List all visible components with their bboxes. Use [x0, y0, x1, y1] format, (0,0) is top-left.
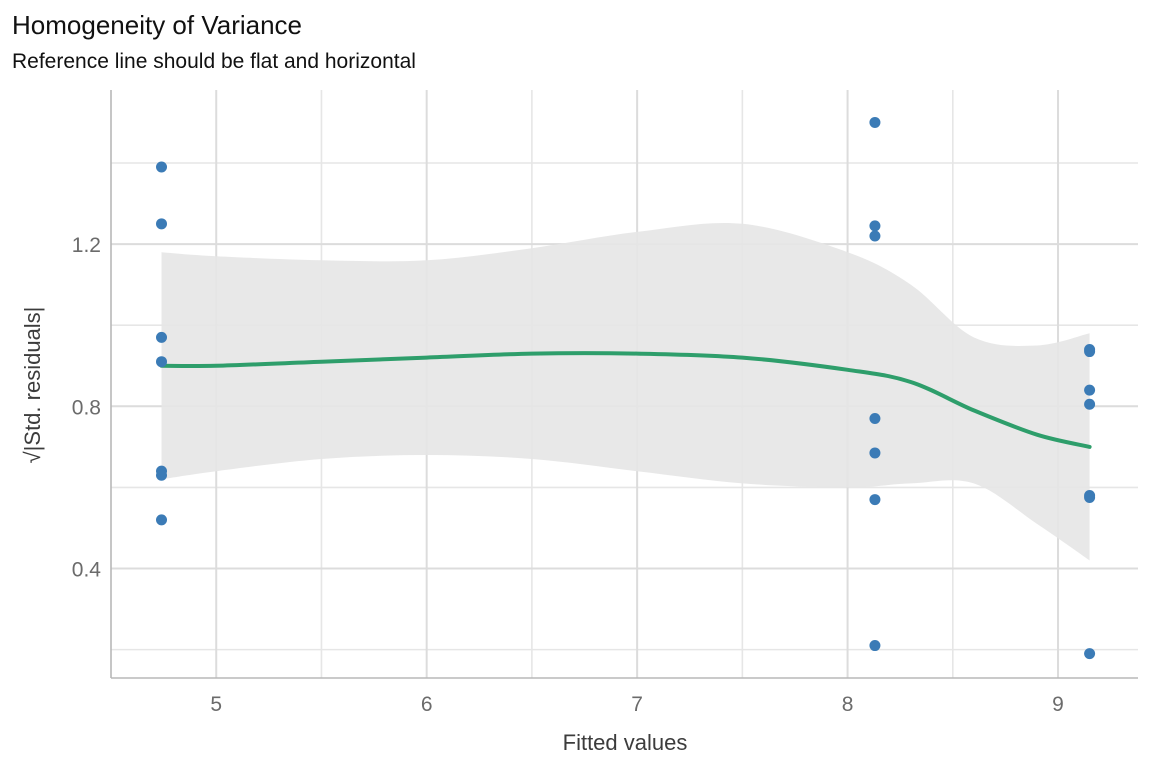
- axes: [110, 90, 1138, 679]
- smooth-line-layer: [159, 351, 1092, 449]
- data-point: [1084, 492, 1096, 504]
- data-point: [156, 161, 168, 173]
- data-point: [1084, 648, 1096, 660]
- confidence-ribbon: [161, 222, 1090, 561]
- tick-labels: 5 6 7 8 9 0.4 0.8 1.2: [72, 234, 1064, 716]
- data-point: [156, 331, 168, 343]
- chart-subtitle: Reference line should be flat and horizo…: [12, 50, 416, 73]
- x-tick-label: 7: [631, 693, 643, 716]
- chart-title: Homogeneity of Variance: [12, 10, 302, 40]
- y-axis-title: √|Std. residuals|: [20, 307, 45, 464]
- smooth-line: [159, 351, 1092, 449]
- data-point: [869, 220, 881, 232]
- data-point: [869, 116, 881, 128]
- x-axis-title: Fitted values: [563, 730, 688, 755]
- data-point: [156, 469, 168, 481]
- y-tick-label: 1.2: [72, 234, 101, 257]
- y-tick-label: 0.4: [72, 559, 102, 582]
- y-tick-label: 0.8: [72, 396, 101, 419]
- data-point: [1084, 346, 1096, 358]
- data-point: [869, 447, 881, 459]
- confidence-band: [161, 222, 1090, 561]
- x-tick-label: 6: [421, 693, 433, 716]
- data-point: [1084, 384, 1096, 396]
- data-point: [1084, 398, 1096, 410]
- x-tick-label: 5: [210, 693, 222, 716]
- data-point: [869, 640, 881, 652]
- data-point: [156, 356, 168, 368]
- data-point: [869, 230, 881, 242]
- data-point: [869, 494, 881, 506]
- x-tick-label: 9: [1052, 693, 1064, 716]
- data-point: [156, 218, 168, 230]
- x-tick-label: 8: [842, 693, 854, 716]
- points-layer: [156, 116, 1096, 660]
- data-point: [869, 412, 881, 424]
- data-point: [156, 514, 168, 526]
